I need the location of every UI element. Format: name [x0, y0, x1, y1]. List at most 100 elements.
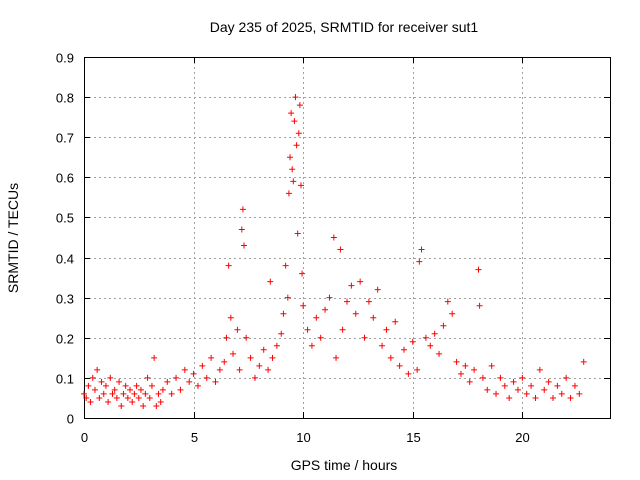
data-point	[107, 374, 114, 381]
data-point	[118, 402, 125, 409]
data-point	[457, 370, 464, 377]
data-point	[151, 354, 158, 361]
x-tick-label: 20	[515, 430, 529, 445]
x-tick-label: 15	[406, 430, 420, 445]
data-point	[190, 370, 197, 377]
data-point	[144, 374, 151, 381]
data-point	[131, 390, 138, 397]
data-point	[89, 374, 96, 381]
data-point	[576, 390, 583, 397]
data-point	[297, 182, 304, 189]
data-point	[440, 322, 447, 329]
y-tick-label: 0.8	[56, 91, 74, 106]
data-point	[287, 154, 294, 161]
data-point	[260, 346, 267, 353]
y-tick-label: 0.1	[56, 372, 74, 387]
data-point	[379, 342, 386, 349]
data-point	[580, 358, 587, 365]
data-point	[148, 382, 155, 389]
plot-frame	[84, 57, 611, 419]
data-point	[387, 354, 394, 361]
data-point	[124, 394, 131, 401]
data-point	[221, 358, 228, 365]
data-point	[105, 398, 112, 405]
data-point	[484, 386, 491, 393]
data-point	[239, 206, 246, 213]
data-point	[289, 166, 296, 173]
data-point	[344, 298, 350, 305]
data-point	[462, 362, 469, 369]
data-point	[230, 350, 237, 357]
data-point	[293, 142, 300, 149]
data-point	[506, 394, 513, 401]
data-point	[365, 298, 372, 305]
data-point	[475, 266, 482, 273]
data-point	[436, 350, 443, 357]
data-point	[159, 386, 166, 393]
data-point	[140, 402, 147, 409]
data-point	[352, 310, 359, 317]
data-point	[479, 374, 486, 381]
data-point	[81, 390, 87, 397]
data-point	[157, 398, 164, 405]
data-point	[431, 330, 438, 337]
data-point	[396, 362, 403, 369]
data-point	[563, 374, 570, 381]
data-point	[348, 282, 355, 289]
data-point	[304, 326, 311, 333]
data-point	[294, 230, 301, 237]
y-tick-label: 0.3	[56, 292, 74, 307]
y-tick-label: 0.7	[56, 131, 74, 146]
data-point	[216, 366, 223, 373]
data-point	[113, 394, 120, 401]
data-point	[322, 306, 329, 313]
data-point	[164, 378, 171, 385]
data-point	[273, 342, 280, 349]
data-point	[416, 258, 423, 265]
data-point	[501, 382, 508, 389]
grid	[84, 57, 610, 418]
data-point	[122, 382, 129, 389]
data-point	[449, 310, 456, 317]
data-point	[98, 378, 105, 385]
data-point	[251, 374, 258, 381]
data-point	[227, 314, 234, 321]
data-point	[466, 378, 473, 385]
data-point	[83, 394, 90, 401]
data-point	[291, 118, 298, 125]
data-point	[173, 374, 180, 381]
data-point	[497, 374, 504, 381]
data-point	[550, 394, 557, 401]
data-point	[100, 390, 107, 397]
data-point	[326, 294, 333, 301]
data-point	[514, 386, 521, 393]
data-point	[267, 278, 274, 285]
data-point	[471, 366, 478, 373]
data-point	[519, 374, 526, 381]
data-point	[225, 262, 232, 269]
data-point	[532, 394, 539, 401]
data-point	[269, 354, 276, 361]
x-axis-label: GPS time / hours	[291, 457, 398, 473]
x-tick-label: 10	[296, 430, 310, 445]
data-point	[476, 302, 483, 309]
data-point	[405, 370, 412, 377]
data-point	[510, 378, 517, 385]
data-point	[558, 390, 565, 397]
data-point	[528, 382, 535, 389]
data-point	[203, 374, 210, 381]
data-point	[400, 346, 407, 353]
data-point	[155, 390, 162, 397]
data-point	[288, 110, 295, 117]
data-point	[571, 382, 578, 389]
data-point	[523, 390, 530, 397]
data-point	[102, 382, 109, 389]
data-point	[120, 390, 127, 397]
data-point	[296, 102, 303, 109]
data-point	[361, 334, 368, 341]
data-point	[313, 314, 320, 321]
data-point	[116, 378, 123, 385]
data-point	[493, 390, 500, 397]
y-tick-label: 0.4	[56, 252, 74, 267]
